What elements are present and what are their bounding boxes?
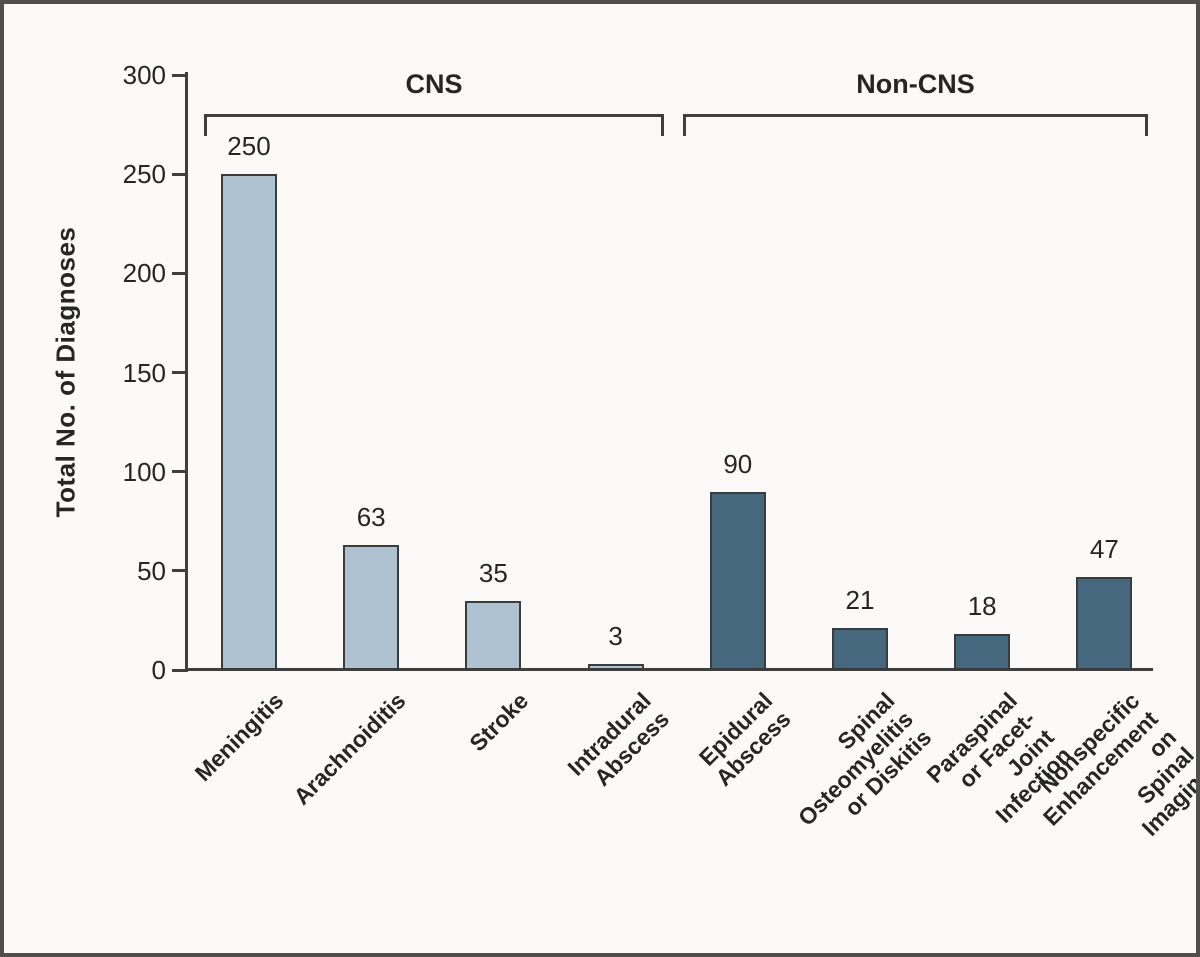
bar-arachnoiditis [343,545,400,670]
bar-value-label: 3 [608,621,623,652]
y-tick-mark [172,569,185,573]
y-tick-mark [172,371,185,375]
bar-value-label: 250 [227,131,271,162]
y-axis-line [185,72,188,672]
y-axis-title: Total No. of Diagnoses [50,226,81,518]
x-category-label: Meningitis [189,687,289,787]
x-axis-baseline [185,668,1153,671]
y-tick-label: 300 [122,60,166,91]
y-tick-mark [172,668,185,672]
y-tick-label: 50 [137,555,166,586]
bar-value-label: 21 [845,585,875,616]
y-tick-mark [172,73,185,77]
bar-epidural-abscess [709,491,766,670]
y-tick-label: 250 [122,159,166,190]
bar-value-label: 63 [356,502,386,533]
group-label-cns: CNS [405,69,463,99]
x-category-label: Stroke [464,687,534,757]
bar-paraspinal-or-facet-joint-infection [954,634,1011,670]
y-tick-label: 0 [151,655,166,685]
bar-value-label: 18 [967,591,997,622]
bar-meningitis [221,174,277,670]
group-bracket-non-cns [683,114,1148,136]
x-category-label: Spinal Osteomyelitis or Diskitis [792,687,937,831]
y-tick-mark [172,172,185,176]
y-tick-label: 150 [122,357,166,388]
bar-nonspecific-enhancement-on-spinal-imaging [1076,576,1133,670]
y-tick-mark [172,271,185,275]
x-category-label: Intradural Abscess [561,687,674,791]
y-tick-label: 100 [122,456,166,487]
bar-stroke [465,600,522,670]
x-category-label: Arachnoiditis [288,687,411,810]
group-label-non-cns: Non-CNS [856,69,975,99]
x-category-label: Nonspecific Enhancement on Spinal Imagin… [1033,687,1200,841]
bar-value-label: 35 [478,557,508,588]
bar-intradural-abscess [587,664,644,671]
bar-spinal-osteomyelitis-or-diskitis [832,628,888,670]
bar-value-label: 90 [723,448,753,479]
y-tick-mark [172,470,185,474]
bar-value-label: 47 [1089,533,1119,564]
y-tick-label: 200 [122,258,166,289]
group-bracket-cns [204,114,664,136]
x-category-label: Epidural Abscess [694,687,796,791]
